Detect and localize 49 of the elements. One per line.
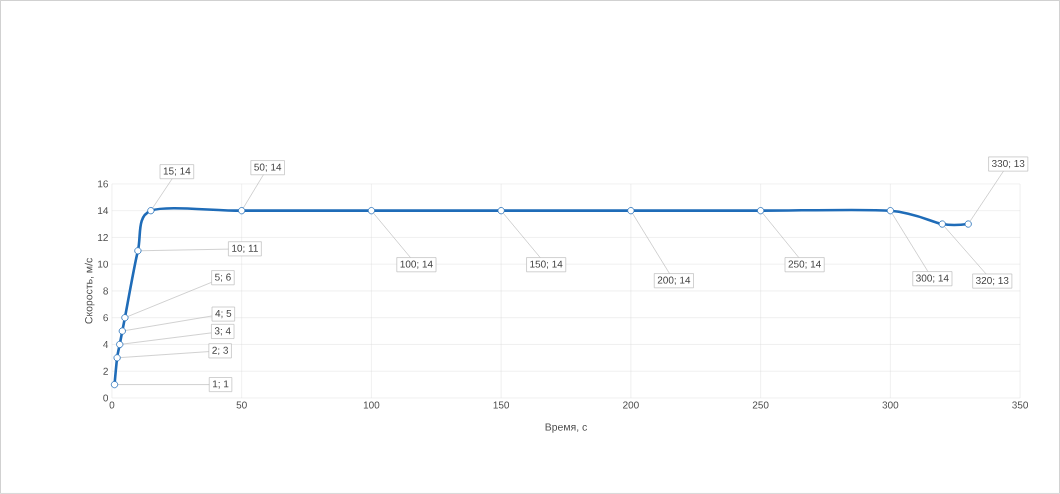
y-tick-label: 6 (103, 314, 108, 322)
data-label: 5; 6 (215, 273, 231, 282)
data-label: 3; 4 (214, 327, 231, 336)
y-tick-label: 16 (98, 180, 108, 188)
y-tick-label: 10 (98, 260, 109, 268)
point (938, 220, 946, 228)
data-label: 150; 14 (530, 260, 563, 269)
x-tick-label: 250 (752, 401, 769, 409)
data-label: 250; 14 (788, 260, 821, 269)
data-label: 4; 5 (215, 310, 232, 319)
point (497, 207, 505, 215)
data-label: 15; 14 (163, 167, 191, 176)
y-tick-label: 12 (98, 234, 108, 241)
point (116, 340, 124, 349)
point (627, 207, 635, 215)
y-tick-label: 4 (103, 341, 109, 348)
x-tick-label: 50 (236, 401, 247, 409)
y-tick-label: 8 (103, 287, 108, 295)
data-label: 1; 1 (213, 380, 229, 389)
point (113, 354, 121, 362)
data-label: 100; 14 (400, 260, 433, 269)
point (121, 314, 129, 322)
point (367, 207, 376, 215)
data-label: 2; 3 (212, 346, 229, 356)
point (886, 207, 894, 215)
y-tick-label: 14 (98, 207, 109, 215)
data-label: 300; 14 (916, 274, 949, 283)
point (238, 207, 246, 215)
point (134, 247, 142, 255)
x-tick-label: 150 (493, 401, 510, 409)
x-tick-label: 200 (623, 401, 639, 409)
x-tick-label: 100 (363, 401, 380, 409)
y-tick-label: 2 (103, 367, 108, 375)
x-axis-title: Время, с (545, 423, 587, 433)
point (757, 207, 765, 215)
point (964, 220, 972, 228)
x-tick-label: 300 (882, 401, 899, 409)
point (110, 381, 119, 389)
data-label: 50; 14 (254, 163, 282, 172)
point (118, 327, 126, 335)
data-label: 320; 13 (976, 277, 1009, 286)
point (147, 207, 155, 215)
y-tick-label: 0 (103, 394, 109, 402)
x-tick-label: 0 (109, 401, 115, 409)
data-label: 200; 14 (657, 276, 691, 285)
x-tick-label: 350 (1012, 401, 1029, 409)
data-label: 10; 11 (232, 244, 258, 253)
y-axis-title: Скорость, м/с (84, 258, 95, 324)
data-label: 330; 13 (991, 159, 1025, 169)
